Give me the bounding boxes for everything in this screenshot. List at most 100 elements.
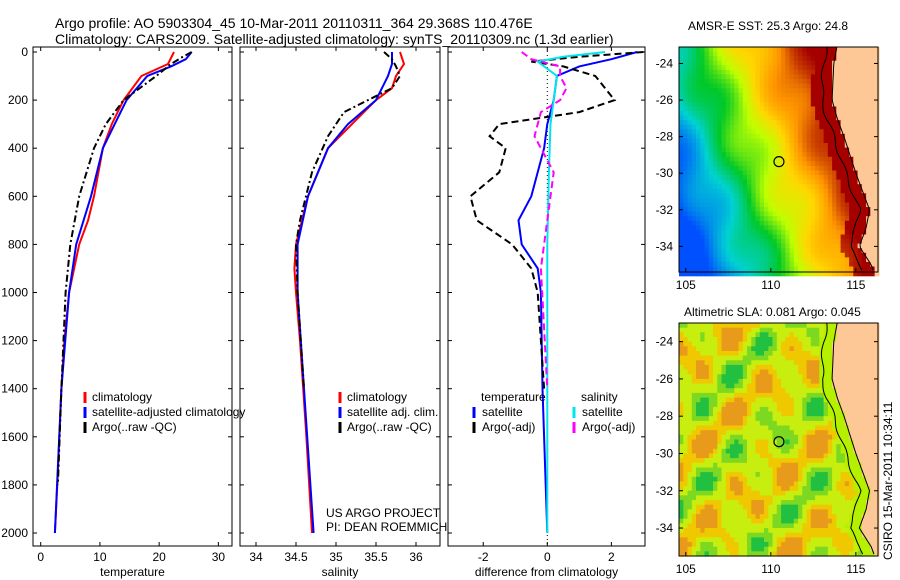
map-cell xyxy=(721,170,727,176)
map-cell xyxy=(793,207,799,213)
map-cell xyxy=(857,152,863,158)
map-cell xyxy=(730,115,735,121)
map-cell xyxy=(806,500,812,506)
map-cell xyxy=(734,83,740,89)
map-cell xyxy=(798,351,803,357)
map-cell xyxy=(823,472,829,478)
map-cell xyxy=(776,518,782,524)
map-cell xyxy=(679,193,684,199)
map-cell xyxy=(764,532,769,538)
map-cell xyxy=(785,537,791,543)
map-cell xyxy=(704,271,710,277)
map-cell xyxy=(696,528,701,534)
map-cell xyxy=(823,341,829,347)
map-cell xyxy=(819,434,825,441)
map-cell xyxy=(840,184,846,190)
map-cell xyxy=(861,411,867,417)
map-cell xyxy=(755,79,761,85)
map-cell xyxy=(874,495,880,501)
map-cell xyxy=(734,51,740,57)
map-cell xyxy=(768,369,774,375)
map-cell xyxy=(840,528,846,534)
map-cell xyxy=(721,229,727,236)
map-cell xyxy=(844,120,850,126)
map-cell xyxy=(840,211,846,217)
map-cell xyxy=(819,124,825,130)
map-cell xyxy=(781,65,786,71)
map-cell xyxy=(691,467,697,473)
map-cell xyxy=(781,355,786,361)
map-cell xyxy=(713,346,718,352)
map-cell xyxy=(772,106,778,112)
map-cell xyxy=(823,47,829,53)
map-cell xyxy=(717,257,723,263)
map-cell xyxy=(832,115,837,121)
map-cell xyxy=(708,462,714,469)
map-cell xyxy=(759,161,765,167)
map-cell xyxy=(755,115,761,121)
map-cell xyxy=(696,60,701,66)
map-cell xyxy=(815,327,820,333)
map-cell xyxy=(696,420,701,427)
map-cell xyxy=(738,211,744,217)
map-cell xyxy=(747,56,752,62)
map-cell xyxy=(679,165,684,172)
map-cell xyxy=(861,551,867,557)
map-cell xyxy=(815,369,820,375)
map-cell xyxy=(717,69,723,76)
map-cell xyxy=(759,360,765,366)
map-cell xyxy=(704,383,710,389)
map-cell xyxy=(849,92,854,98)
map-cell xyxy=(759,248,765,254)
map-cell xyxy=(759,346,765,352)
map-cell xyxy=(798,170,803,176)
map-cell xyxy=(840,69,846,76)
map-cell xyxy=(772,175,778,181)
map-cell xyxy=(747,444,752,450)
map-cell xyxy=(849,341,854,347)
map-cell xyxy=(772,202,778,208)
map-cell xyxy=(717,252,723,258)
map-cell xyxy=(713,453,718,459)
map-cell xyxy=(768,388,774,394)
map-cell xyxy=(857,161,863,167)
map-cell xyxy=(730,495,735,501)
map-cell xyxy=(789,133,795,140)
map-cell xyxy=(806,234,812,240)
map-cell xyxy=(849,486,854,492)
map-cell xyxy=(776,341,782,347)
map-cell xyxy=(806,271,812,277)
map-cell xyxy=(721,56,727,62)
map-cell xyxy=(696,364,701,371)
map-cell xyxy=(866,337,871,343)
map-cell xyxy=(768,355,774,361)
map-cell xyxy=(844,74,850,80)
map-cell xyxy=(696,161,701,167)
map-cell xyxy=(721,69,727,76)
map-cell xyxy=(853,420,859,427)
map-cell xyxy=(768,546,774,552)
map-cell xyxy=(679,546,684,552)
map-cell xyxy=(815,229,820,236)
map-cell xyxy=(687,439,693,445)
map-cell xyxy=(687,120,693,126)
map-cell xyxy=(793,129,799,135)
map-cell xyxy=(802,341,808,347)
map-cell xyxy=(802,355,808,361)
map-cell xyxy=(785,147,791,153)
map-cell xyxy=(708,216,714,222)
map-cell xyxy=(776,271,782,277)
map-cell xyxy=(810,197,816,204)
map-cell xyxy=(849,551,854,557)
map-cell xyxy=(738,147,744,153)
map-cell xyxy=(721,360,727,366)
map-cell xyxy=(866,532,871,538)
map-cell xyxy=(853,481,859,487)
map-cell xyxy=(708,355,714,361)
map-cell xyxy=(785,266,791,272)
map-cell xyxy=(870,152,876,158)
map-cell xyxy=(721,444,727,450)
map-cell xyxy=(806,257,812,263)
map-cell xyxy=(785,88,791,94)
map-cell xyxy=(734,60,740,66)
